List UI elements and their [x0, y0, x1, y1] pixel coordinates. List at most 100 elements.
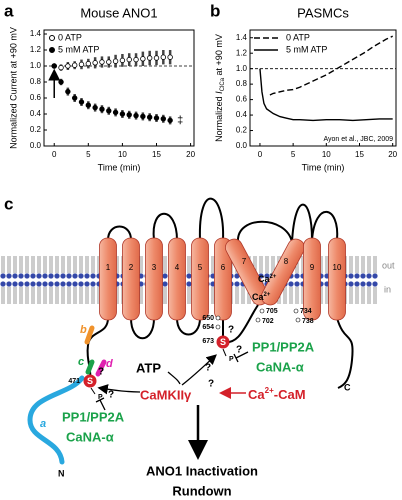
- arrows: [95, 351, 249, 460]
- y-tick-label: 0.0: [30, 141, 42, 150]
- line: [259, 68, 393, 122]
- marker: [71, 95, 78, 101]
- plot-frame: [249, 29, 397, 147]
- bond: [222, 348, 227, 357]
- marker: [99, 59, 105, 65]
- residue: 705: [266, 308, 278, 315]
- residue: 734: [300, 308, 312, 315]
- marker: [126, 56, 132, 63]
- y-axis-label: Normalized IClCa at +90 mV: [214, 34, 225, 142]
- activator: Ca2+-CaM: [248, 386, 306, 402]
- legend-symbol: [49, 47, 55, 53]
- outcome: Rundown: [172, 483, 231, 498]
- y-tick-label: 0.8: [236, 79, 248, 88]
- marker: [126, 112, 132, 118]
- line: [269, 35, 393, 96]
- helix-label: 9: [310, 263, 315, 272]
- y-tick-label: 1.0: [30, 61, 42, 70]
- terminus: C: [344, 382, 351, 392]
- marker: [112, 58, 119, 64]
- y-tick-label: 1.4: [236, 33, 248, 42]
- phosphatase: PP1/PP2A: [252, 339, 315, 354]
- marker: [106, 59, 112, 65]
- x-tick-label: 0: [258, 150, 263, 159]
- chart-title: Mouse ANO1: [80, 5, 157, 20]
- helix-label: 10: [333, 263, 342, 272]
- phosphatase: CaNA-α: [256, 359, 304, 374]
- marker: [65, 63, 71, 69]
- marker: [146, 55, 153, 61]
- legend-label: 0 ATP: [58, 32, 82, 42]
- marker: [133, 56, 139, 63]
- region-c: [85, 359, 95, 375]
- marker: [92, 60, 98, 66]
- marker: [106, 108, 112, 114]
- label-part: at +90 mV: [214, 34, 224, 78]
- marker: [65, 88, 71, 95]
- question-mark: ?: [205, 363, 211, 374]
- y-tick-label: 1.4: [30, 29, 42, 38]
- residue: 650: [202, 315, 214, 322]
- charge: 2+: [265, 386, 274, 395]
- phosphatase: CaNA-α: [66, 429, 114, 444]
- panel-c: c out in 1 2 3 4 5 6 7 8 9 10 Ca2+ Ca2+: [0, 194, 395, 498]
- terminus: N: [58, 468, 65, 478]
- y-tick-label: 0.2: [236, 126, 248, 135]
- region-label: b: [80, 324, 87, 336]
- question-mark: ?: [98, 367, 104, 378]
- marker: [58, 79, 64, 85]
- chart: a Mouse ANO1 Time (min) 0.0 0.2 0.4 0.6 0.8 1.0 1…: [4, 1, 196, 172]
- residue: 738: [302, 318, 314, 325]
- y-tick-label: 0.6: [30, 93, 42, 102]
- legend-label: 0 ATP: [286, 32, 310, 42]
- chart: b PASMCs Time (min) 0.0 0.2 0.4 0.6 0.8 1.0 1.2 1.…: [210, 1, 398, 172]
- calcium: Ca2+: [258, 274, 277, 285]
- phosphate: P: [229, 356, 234, 363]
- helix-label: 8: [284, 257, 289, 266]
- helix-label: 6: [221, 263, 226, 272]
- x-tick-label: 10: [118, 150, 127, 159]
- y-axis-label: Normalized Current at +90 mV: [8, 27, 18, 149]
- marker: [146, 114, 153, 120]
- region-label: d: [106, 358, 113, 370]
- marker: [167, 54, 173, 60]
- y-tick-label: 0.0: [236, 141, 248, 150]
- charge: 2+: [264, 292, 271, 298]
- charge: 2+: [270, 274, 277, 280]
- residue: 471: [68, 378, 80, 385]
- marker: [160, 54, 167, 60]
- x-tick-label: 10: [322, 150, 331, 159]
- region-d: [95, 359, 107, 377]
- out-label: out: [382, 260, 395, 270]
- label-part: ClCa: [220, 77, 226, 91]
- marker: [167, 117, 173, 124]
- residue: 654: [202, 324, 214, 331]
- phospho-site: [83, 374, 97, 388]
- residue: 702: [262, 318, 274, 325]
- region-b: [84, 325, 95, 345]
- question-mark: ?: [208, 379, 214, 390]
- region-label: a: [40, 418, 46, 430]
- y-tick-label: 0.6: [236, 95, 248, 104]
- marker: [119, 57, 126, 64]
- marker: [140, 56, 146, 62]
- membrane: [0, 250, 378, 306]
- helices: [99, 237, 346, 321]
- y-tick-label: 0.4: [30, 109, 42, 118]
- helix-label: 3: [152, 263, 157, 272]
- marker: [85, 102, 92, 108]
- marker: [140, 113, 146, 120]
- x-tick-label: 5: [86, 150, 91, 159]
- marker: [85, 60, 92, 67]
- marker: [51, 63, 57, 69]
- marker: [160, 116, 167, 122]
- annotation: Ayon et al., JBC, 2009: [323, 136, 393, 143]
- marker: [133, 112, 139, 119]
- ion: Ca: [258, 274, 270, 284]
- rest: -CaM: [274, 387, 306, 402]
- y-tick-label: 1.2: [236, 48, 248, 57]
- atp: ATP: [136, 360, 161, 375]
- y-tick-label: 1.2: [30, 45, 42, 54]
- plot-frame: [43, 29, 195, 147]
